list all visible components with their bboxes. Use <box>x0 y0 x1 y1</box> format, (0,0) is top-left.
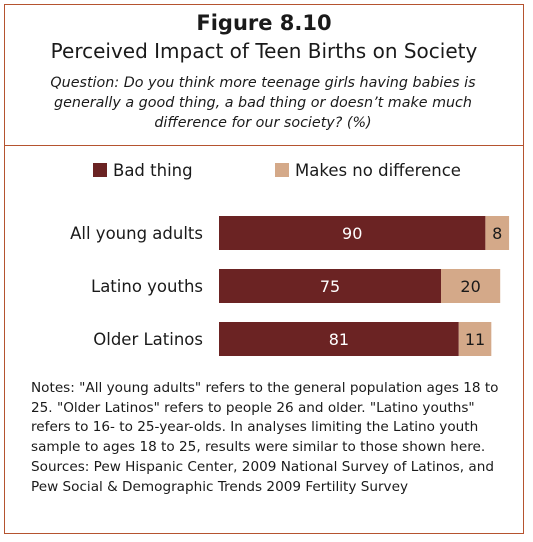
data-label-makes-no-difference-latino-youths: 20 <box>460 277 480 296</box>
sources-text: Sources: Pew Hispanic Center, 2009 Natio… <box>31 458 494 495</box>
bar-makes-no-difference-older-latinos <box>458 322 492 356</box>
category-label-all-young-adults: All young adults <box>70 224 203 243</box>
bar-makes-no-difference-all-young-adults <box>485 216 510 250</box>
bar-makes-no-difference-latino-youths <box>441 269 501 303</box>
bar-bad-thing-latino-youths <box>219 269 441 303</box>
figure-title: Perceived Impact of Teen Births on Socie… <box>50 39 478 63</box>
legend-label-bad-thing: Bad thing <box>113 161 193 180</box>
data-label-bad-thing-latino-youths: 75 <box>320 277 340 296</box>
category-label-latino-youths: Latino youths <box>91 277 203 296</box>
bar-bad-thing-all-young-adults <box>219 216 486 250</box>
data-label-bad-thing-all-young-adults: 90 <box>342 224 362 243</box>
bar-bad-thing-older-latinos <box>219 322 459 356</box>
category-label-older-latinos: Older Latinos <box>93 330 203 349</box>
notes-text: Notes: "All young adults" refers to the … <box>31 380 499 456</box>
data-label-bad-thing-older-latinos: 81 <box>329 330 349 349</box>
figure-frame: Figure 8.10 Perceived Impact of Teen Bir… <box>4 4 524 534</box>
figure-header: Figure 8.10 Perceived Impact of Teen Bir… <box>5 5 523 145</box>
chart-notes: Notes: "All young adults" refers to the … <box>31 379 511 497</box>
header-divider <box>5 145 523 146</box>
stacked-bar-chart: Bad thing Makes no difference All young ad… <box>70 161 510 356</box>
data-label-makes-no-difference-all-young-adults: 8 <box>492 224 502 243</box>
legend-swatch-makes-no-difference <box>275 163 289 177</box>
legend-swatch-bad-thing <box>93 163 107 177</box>
data-label-makes-no-difference-older-latinos: 11 <box>465 330 485 349</box>
figure-question: Question: Do you think more teenage girl… <box>50 75 476 131</box>
figure-number: Figure 8.10 <box>196 11 332 35</box>
legend-label-makes-no-difference: Makes no difference <box>295 161 461 180</box>
